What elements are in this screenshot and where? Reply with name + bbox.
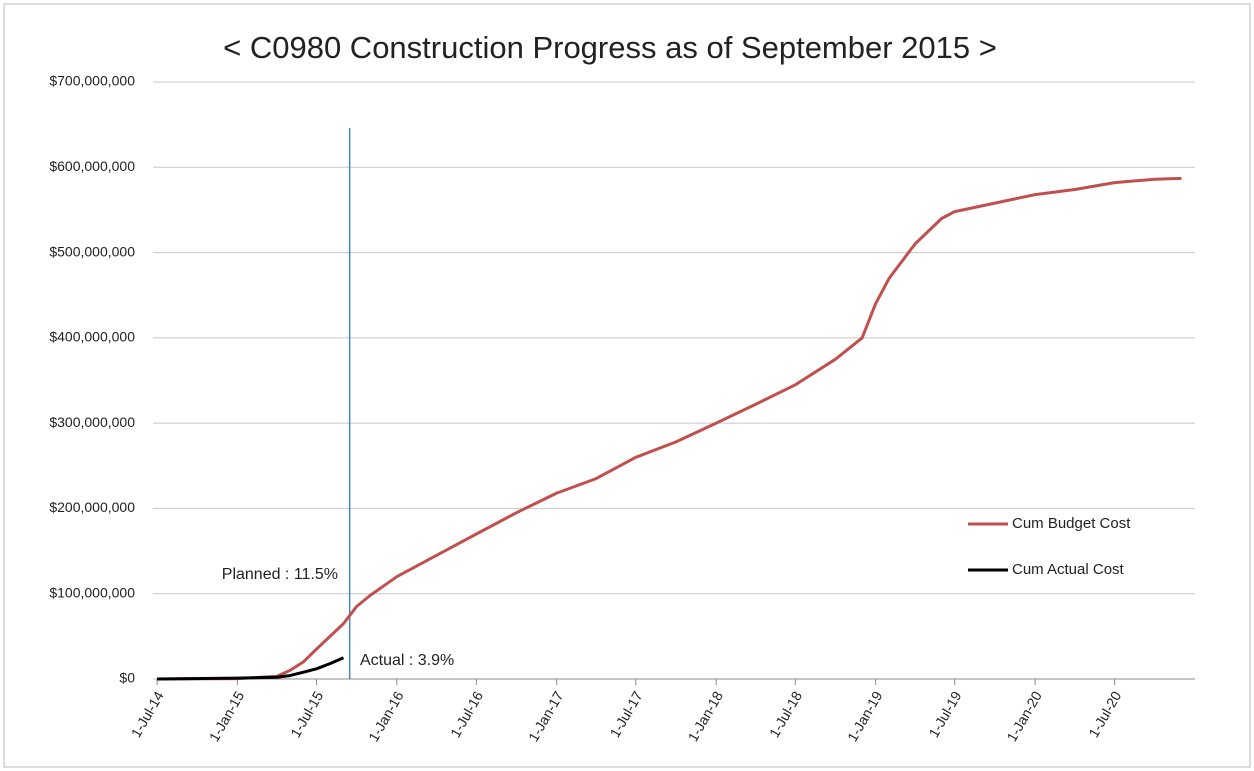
legend-label: Cum Budget Cost xyxy=(1012,515,1131,532)
y-tick-label: $0 xyxy=(119,670,135,686)
x-tick-label: 1-Jul-18 xyxy=(766,688,805,740)
x-tick-label: 1-Jan-15 xyxy=(206,688,248,744)
x-tick-label: 1-Jul-16 xyxy=(447,688,486,740)
x-tick-label: 1-Jul-19 xyxy=(925,688,964,740)
annotation: Actual : 3.9% xyxy=(360,652,454,669)
y-tick-label: $300,000,000 xyxy=(49,414,135,430)
chart-frame xyxy=(3,3,1251,768)
x-tick-label: 1-Jan-20 xyxy=(1003,688,1045,744)
annotation: Planned : 11.5% xyxy=(222,566,338,583)
y-tick-label: $600,000,000 xyxy=(49,158,135,174)
y-tick-label: $700,000,000 xyxy=(49,73,135,89)
x-tick-label: 1-Jul-15 xyxy=(287,688,326,740)
series-line xyxy=(156,176,1182,681)
legend-label: Cum Actual Cost xyxy=(1012,561,1125,578)
x-tick-label: 1-Jul-17 xyxy=(606,688,645,740)
x-tick-label: 1-Jan-17 xyxy=(525,688,567,744)
y-tick-label: $200,000,000 xyxy=(49,499,135,515)
chart-title: < C0980 Construction Progress as of Sept… xyxy=(223,30,997,65)
x-tick-label: 1-Jul-20 xyxy=(1085,688,1124,740)
y-tick-label: $100,000,000 xyxy=(49,584,135,600)
x-tick-label: 1-Jan-18 xyxy=(685,688,727,744)
x-tick-label: 1-Jan-16 xyxy=(365,688,407,744)
series-line xyxy=(156,656,345,681)
x-tick-label: 1-Jul-14 xyxy=(128,688,167,740)
y-tick-label: $500,000,000 xyxy=(49,243,135,259)
x-tick-label: 1-Jan-19 xyxy=(844,688,886,744)
y-tick-label: $400,000,000 xyxy=(49,329,135,345)
